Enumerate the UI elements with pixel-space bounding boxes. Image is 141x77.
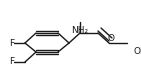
Text: F: F [9,38,14,48]
Text: F: F [9,58,14,67]
Text: NH₂: NH₂ [71,26,89,35]
Text: OH: OH [134,48,141,57]
Text: O: O [107,34,114,43]
